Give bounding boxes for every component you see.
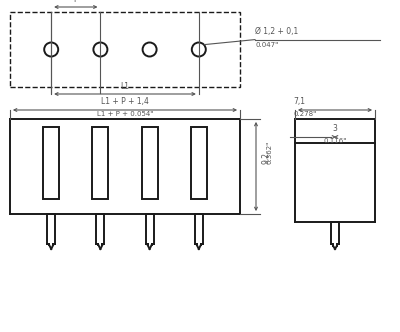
Text: Ø 1,2 + 0,1: Ø 1,2 + 0,1	[255, 27, 298, 36]
Text: P: P	[74, 0, 78, 4]
Text: 0.116": 0.116"	[323, 138, 347, 144]
Bar	[92, 127, 108, 199]
Bar	[142, 127, 158, 199]
Text: 9,2: 9,2	[261, 152, 270, 164]
Text: 0.278": 0.278"	[293, 111, 316, 117]
Text: 0.362": 0.362"	[267, 141, 273, 164]
Text: 0.047": 0.047"	[255, 42, 278, 47]
Text: 7,1: 7,1	[293, 97, 305, 106]
Text: L1: L1	[120, 82, 130, 91]
Text: 3: 3	[332, 124, 338, 133]
Text: L1 + P + 1,4: L1 + P + 1,4	[101, 97, 149, 106]
Bar	[191, 127, 207, 199]
Bar	[43, 127, 59, 199]
Text: L1 + P + 0.054": L1 + P + 0.054"	[97, 111, 153, 117]
Bar	[10, 12, 240, 87]
